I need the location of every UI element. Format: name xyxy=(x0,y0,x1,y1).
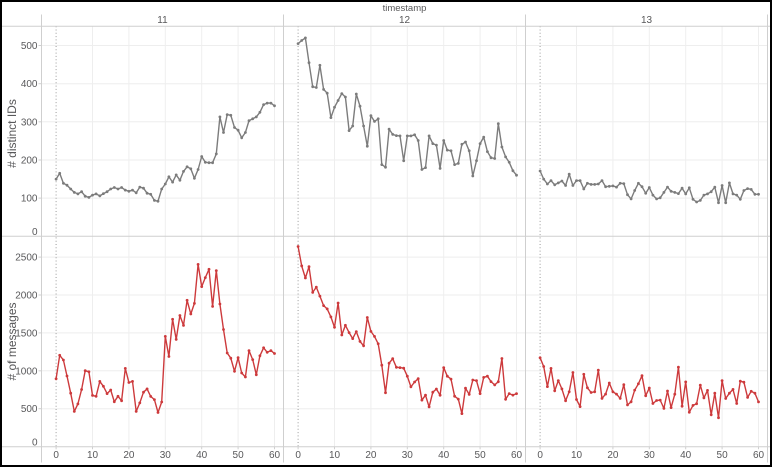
svg-text:500: 500 xyxy=(21,41,38,52)
svg-text:50: 50 xyxy=(475,450,487,461)
svg-text:500: 500 xyxy=(21,404,38,415)
svg-text:40: 40 xyxy=(680,450,692,461)
svg-text:10: 10 xyxy=(329,450,341,461)
svg-text:12: 12 xyxy=(399,15,411,26)
svg-text:0: 0 xyxy=(295,450,301,461)
svg-text:40: 40 xyxy=(438,450,450,461)
svg-text:10: 10 xyxy=(571,450,583,461)
svg-text:400: 400 xyxy=(21,79,38,90)
svg-text:11: 11 xyxy=(157,15,168,26)
svg-text:40: 40 xyxy=(196,450,208,461)
svg-text:30: 30 xyxy=(402,450,414,461)
svg-text:13: 13 xyxy=(641,15,653,26)
svg-text:# distinct IDs: # distinct IDs xyxy=(5,99,19,168)
svg-text:60: 60 xyxy=(753,450,765,461)
svg-text:30: 30 xyxy=(644,450,656,461)
svg-text:50: 50 xyxy=(233,450,245,461)
svg-text:100: 100 xyxy=(21,194,38,205)
svg-text:30: 30 xyxy=(160,450,172,461)
svg-text:1000: 1000 xyxy=(15,366,38,377)
svg-text:300: 300 xyxy=(21,117,38,128)
svg-text:50: 50 xyxy=(717,450,729,461)
svg-text:timestamp: timestamp xyxy=(383,3,427,14)
svg-text:10: 10 xyxy=(87,450,99,461)
svg-text:1500: 1500 xyxy=(15,328,38,339)
svg-text:0: 0 xyxy=(537,450,543,461)
svg-text:20: 20 xyxy=(123,450,135,461)
svg-text:0: 0 xyxy=(53,450,59,461)
svg-text:2000: 2000 xyxy=(15,291,38,302)
svg-text:0: 0 xyxy=(32,437,38,448)
svg-text:0: 0 xyxy=(32,227,38,238)
svg-text:60: 60 xyxy=(269,450,281,461)
svg-text:2500: 2500 xyxy=(15,253,38,264)
svg-text:20: 20 xyxy=(607,450,619,461)
svg-text:60: 60 xyxy=(511,450,523,461)
svg-text:20: 20 xyxy=(365,450,377,461)
svg-text:# of messages: # of messages xyxy=(5,302,19,380)
svg-text:200: 200 xyxy=(21,156,38,167)
